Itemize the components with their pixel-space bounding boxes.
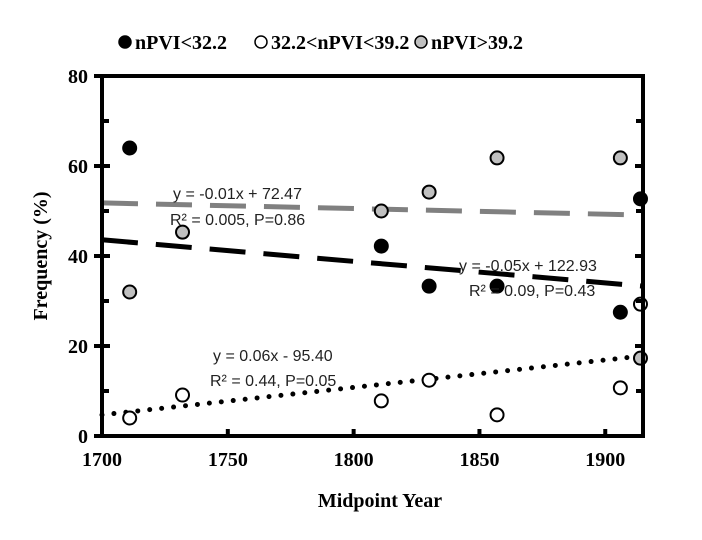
data-point (122, 140, 138, 156)
trendline-nPVI>39.2 (101, 200, 644, 218)
data-point (489, 278, 505, 294)
data-point (421, 372, 437, 388)
data-point (632, 191, 648, 207)
y-tick-label: 40 (68, 246, 88, 268)
trendline-32.2<nPVI<39.2 (99, 353, 646, 418)
x-tick-label: 1750 (208, 449, 248, 471)
data-point (421, 278, 437, 294)
data-point (612, 150, 628, 166)
y-tick-label: 0 (78, 426, 88, 448)
x-tick-label: 1700 (82, 449, 122, 471)
trendline-nPVI<32.2 (101, 237, 644, 289)
legend-label: nPVI>39.2 (431, 32, 523, 54)
data-point (373, 393, 389, 409)
data-point (175, 224, 191, 240)
plot-frame (100, 74, 645, 438)
x-tick-label: 1900 (585, 449, 625, 471)
data-point (612, 380, 628, 396)
data-point (421, 184, 437, 200)
trend-equation: y = 0.06x - 95.40 (213, 348, 333, 365)
y-tick-label: 80 (68, 66, 88, 88)
data-point (122, 410, 138, 426)
data-point (489, 407, 505, 423)
trend-stats: R² = 0.44, P=0.05 (210, 373, 336, 390)
x-tick-label: 1850 (459, 449, 499, 471)
data-point (489, 150, 505, 166)
data-point (373, 203, 389, 219)
data-point (122, 284, 138, 300)
legend-label: 32.2<nPVI<39.2 (271, 32, 409, 54)
data-point (612, 304, 628, 320)
trend-stats: R² = 0.005, P=0.86 (170, 212, 305, 229)
y-axis-label: Frequency (%) (30, 191, 52, 320)
legend-label: nPVI<32.2 (135, 32, 227, 54)
legend-marker (254, 35, 268, 49)
legend: nPVI<32.2 32.2<nPVI<39.2 nPVI>39.2 (118, 32, 523, 54)
data-point (373, 238, 389, 254)
legend-marker (118, 35, 132, 49)
x-tick-label: 1800 (334, 449, 374, 471)
trend-stats: R² = 0.09, P=0.43 (469, 283, 595, 300)
x-axis-label: Midpoint Year (318, 490, 442, 512)
data-point (632, 350, 648, 366)
legend-marker (414, 35, 428, 49)
trend-equation: y = -0.01x + 72.47 (173, 186, 302, 203)
y-tick-label: 60 (68, 156, 88, 178)
data-point (175, 387, 191, 403)
trend-equation: y = -0.05x + 122.93 (459, 258, 597, 275)
y-tick-label: 20 (68, 336, 88, 358)
